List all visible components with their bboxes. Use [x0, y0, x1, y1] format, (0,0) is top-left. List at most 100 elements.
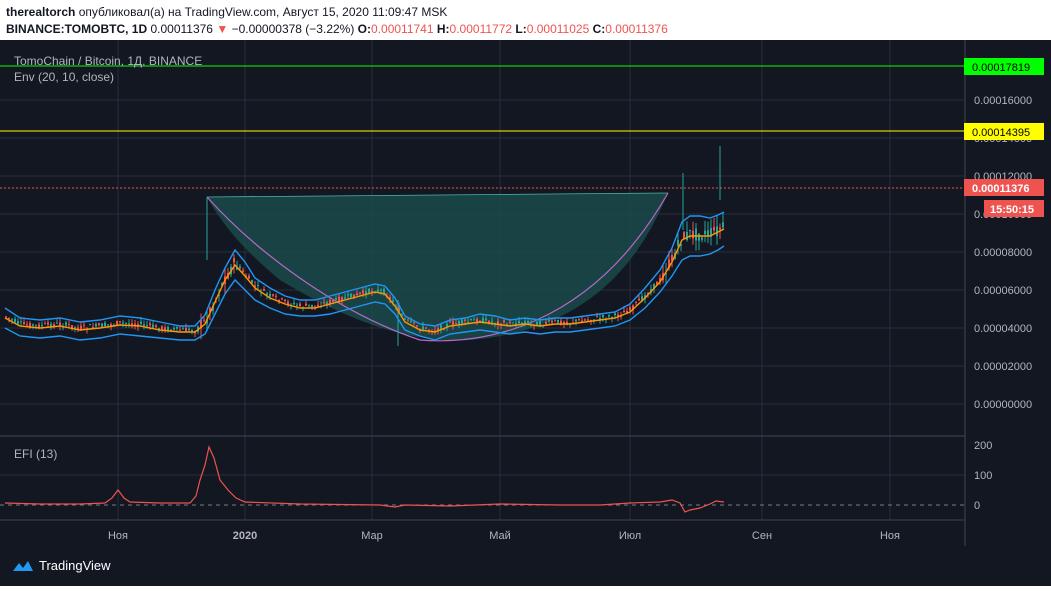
candle-body [50, 323, 52, 328]
candle-body [509, 321, 511, 323]
time-axis[interactable]: Ноя 2020 Мар Май Июл Сен Ноя [108, 530, 900, 542]
candle-body [347, 294, 349, 296]
candle-body [173, 327, 175, 330]
candle-body [587, 319, 589, 321]
candle-body [380, 289, 382, 291]
candle-body [332, 300, 334, 302]
candle-body [599, 317, 601, 320]
envelope-lower-line[interactable] [4, 245, 725, 341]
last-price-label: 0.00011376 [972, 183, 1030, 195]
candle-body [422, 326, 424, 330]
candle-body [119, 321, 121, 323]
candle-body [14, 318, 16, 323]
candle-body [71, 325, 73, 330]
candle-body [299, 303, 301, 306]
candle-body [689, 229, 691, 232]
candle-body [200, 320, 202, 329]
candle-body [653, 283, 655, 289]
candle-body [356, 293, 358, 296]
author-name[interactable]: therealtorch [6, 5, 76, 19]
efi-line[interactable] [4, 445, 725, 513]
time-tick: Май [489, 530, 511, 542]
candle-body [560, 320, 562, 325]
candle-body [17, 320, 19, 324]
candle-body [668, 259, 670, 269]
candle-body [281, 298, 283, 300]
candle-body [203, 319, 205, 321]
price-axis[interactable]: 0.00016000 0.00014000 0.00012000 0.00010… [974, 95, 1032, 411]
candle-body [5, 316, 7, 318]
candle-body [26, 324, 28, 326]
candle-body [680, 244, 682, 246]
candle-body [146, 325, 148, 327]
candle-body [266, 293, 268, 295]
candle-body [233, 258, 235, 263]
level-label-yellow-bg [964, 123, 1044, 140]
efi-axis[interactable]: 200 100 0 [974, 440, 992, 512]
envelope-upper-line[interactable] [4, 211, 725, 327]
candle-body [317, 304, 319, 307]
candle-body [701, 237, 703, 240]
candle-body [143, 324, 145, 326]
candle-body [38, 324, 40, 329]
level-label-yellow: 0.00014395 [972, 127, 1030, 139]
candle-body [20, 321, 22, 323]
candle-body [308, 304, 310, 306]
candle-body [686, 231, 688, 240]
symbol-legend[interactable]: TomoChain / Bitcoin, 1Д, BINANCE [14, 54, 202, 68]
candle-body [269, 293, 271, 297]
candle-body [548, 320, 550, 322]
candle-body [11, 319, 13, 321]
candle-body [383, 288, 385, 295]
open-label: O: [357, 22, 372, 36]
candle-body [293, 302, 295, 305]
candle-body [341, 297, 343, 302]
candle-body [221, 282, 223, 287]
open-value: 0.00011741 [371, 22, 434, 36]
efi-legend[interactable]: EFI (13) [14, 447, 57, 461]
candle-body [77, 327, 79, 330]
candle-body [389, 297, 391, 300]
down-arrow-icon: ▼ [216, 22, 229, 36]
candle-body [209, 307, 211, 313]
candle-body [656, 281, 658, 285]
candle-body [68, 324, 70, 326]
candle-body [578, 319, 580, 321]
candle-body [626, 310, 628, 314]
candle-body [365, 291, 367, 296]
candle-body [443, 329, 445, 331]
candle-body [251, 279, 253, 284]
cup-arc[interactable] [206, 192, 669, 342]
candle-body [92, 326, 94, 329]
candle-body [557, 319, 559, 323]
candle-body [35, 324, 37, 326]
chart-svg[interactable]: TomoChain / Bitcoin, 1Д, BINANCE Env (20… [0, 40, 1051, 586]
candle-body [539, 321, 541, 326]
chart-area[interactable]: TomoChain / Bitcoin, 1Д, BINANCE Env (20… [0, 40, 1051, 586]
high-value: 0.00011772 [449, 22, 513, 36]
price-change: −0.00000378 (−3.22%) [231, 22, 355, 36]
candle-body [359, 292, 361, 294]
candle-body [29, 323, 31, 328]
candle-body [713, 226, 715, 231]
candle-body [398, 307, 400, 313]
envelope-legend[interactable]: Env (20, 10, close) [14, 70, 114, 84]
efi-tick: 200 [974, 440, 992, 452]
cup-pattern-shape[interactable] [207, 193, 668, 341]
candle-body [44, 323, 46, 325]
candle-body [182, 328, 184, 330]
price-tick: 0.00008000 [974, 247, 1032, 259]
cup-rim-line[interactable] [206, 192, 669, 198]
envelope-basis-line[interactable] [4, 228, 725, 333]
ohlc-line: BINANCE:TOMOBTC, 1D 0.00011376 ▼ −0.0000… [6, 22, 668, 36]
candle-body [518, 320, 520, 324]
candle-body [635, 301, 637, 303]
candle-body [155, 325, 157, 328]
candle-body [131, 323, 133, 327]
candle-body [89, 324, 91, 326]
candle-body [671, 255, 673, 262]
tradingview-logo[interactable]: TradingView [12, 558, 111, 573]
candle-body [374, 292, 376, 294]
candle-body [545, 321, 547, 324]
candle-body [413, 322, 415, 324]
